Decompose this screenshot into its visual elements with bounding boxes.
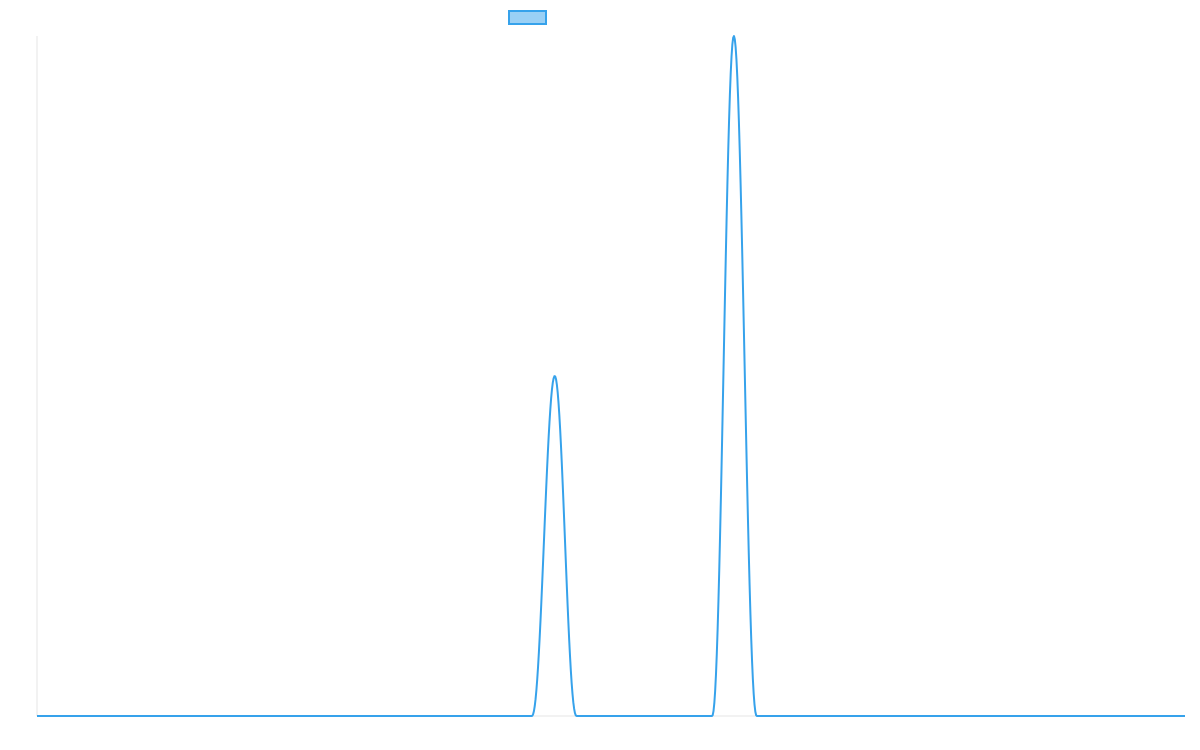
series-layer [36, 35, 1186, 717]
series-line-0[interactable] [36, 35, 1186, 717]
legend-swatch[interactable] [508, 10, 547, 25]
